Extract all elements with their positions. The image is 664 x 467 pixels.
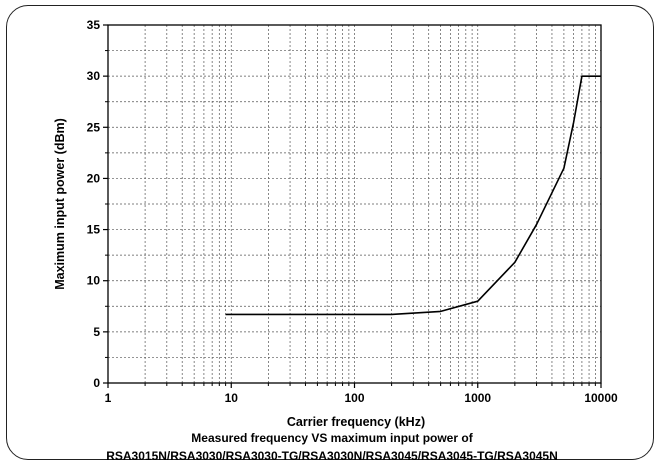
y-tick-label: 15 xyxy=(87,223,101,237)
y-tick-labels: 0 5 10 15 20 25 30 35 xyxy=(87,18,101,390)
chart-frame xyxy=(6,5,654,460)
x-tick-label: 1 xyxy=(105,391,112,405)
y-tick-label: 30 xyxy=(87,69,101,83)
x-axis-label: Carrier frequency (kHz) xyxy=(287,415,425,429)
chart-caption-line-2: RSA3015N/RSA3030/RSA3030-TG/RSA3030N/RSA… xyxy=(106,449,558,463)
y-tick-label: 0 xyxy=(93,376,100,390)
y-axis-label: Maximum input power (dBm) xyxy=(53,118,67,290)
x-tick-labels: 1 10 100 1000 10000 xyxy=(105,391,618,405)
y-tick-label: 10 xyxy=(87,274,101,288)
series-line xyxy=(225,75,601,316)
x-tick-label: 10000 xyxy=(584,391,618,405)
x-tick-label: 10 xyxy=(225,391,239,405)
x-tick-label: 100 xyxy=(344,391,364,405)
axis-ticks xyxy=(103,24,602,388)
chart-caption-line-1: Measured frequency VS maximum input powe… xyxy=(191,431,473,445)
x-tick-label: 1000 xyxy=(464,391,491,405)
y-tick-label: 25 xyxy=(87,120,101,134)
y-tick-label: 5 xyxy=(93,325,100,339)
y-tick-label: 35 xyxy=(87,18,101,32)
y-tick-label: 20 xyxy=(87,171,101,185)
grid xyxy=(108,25,601,383)
